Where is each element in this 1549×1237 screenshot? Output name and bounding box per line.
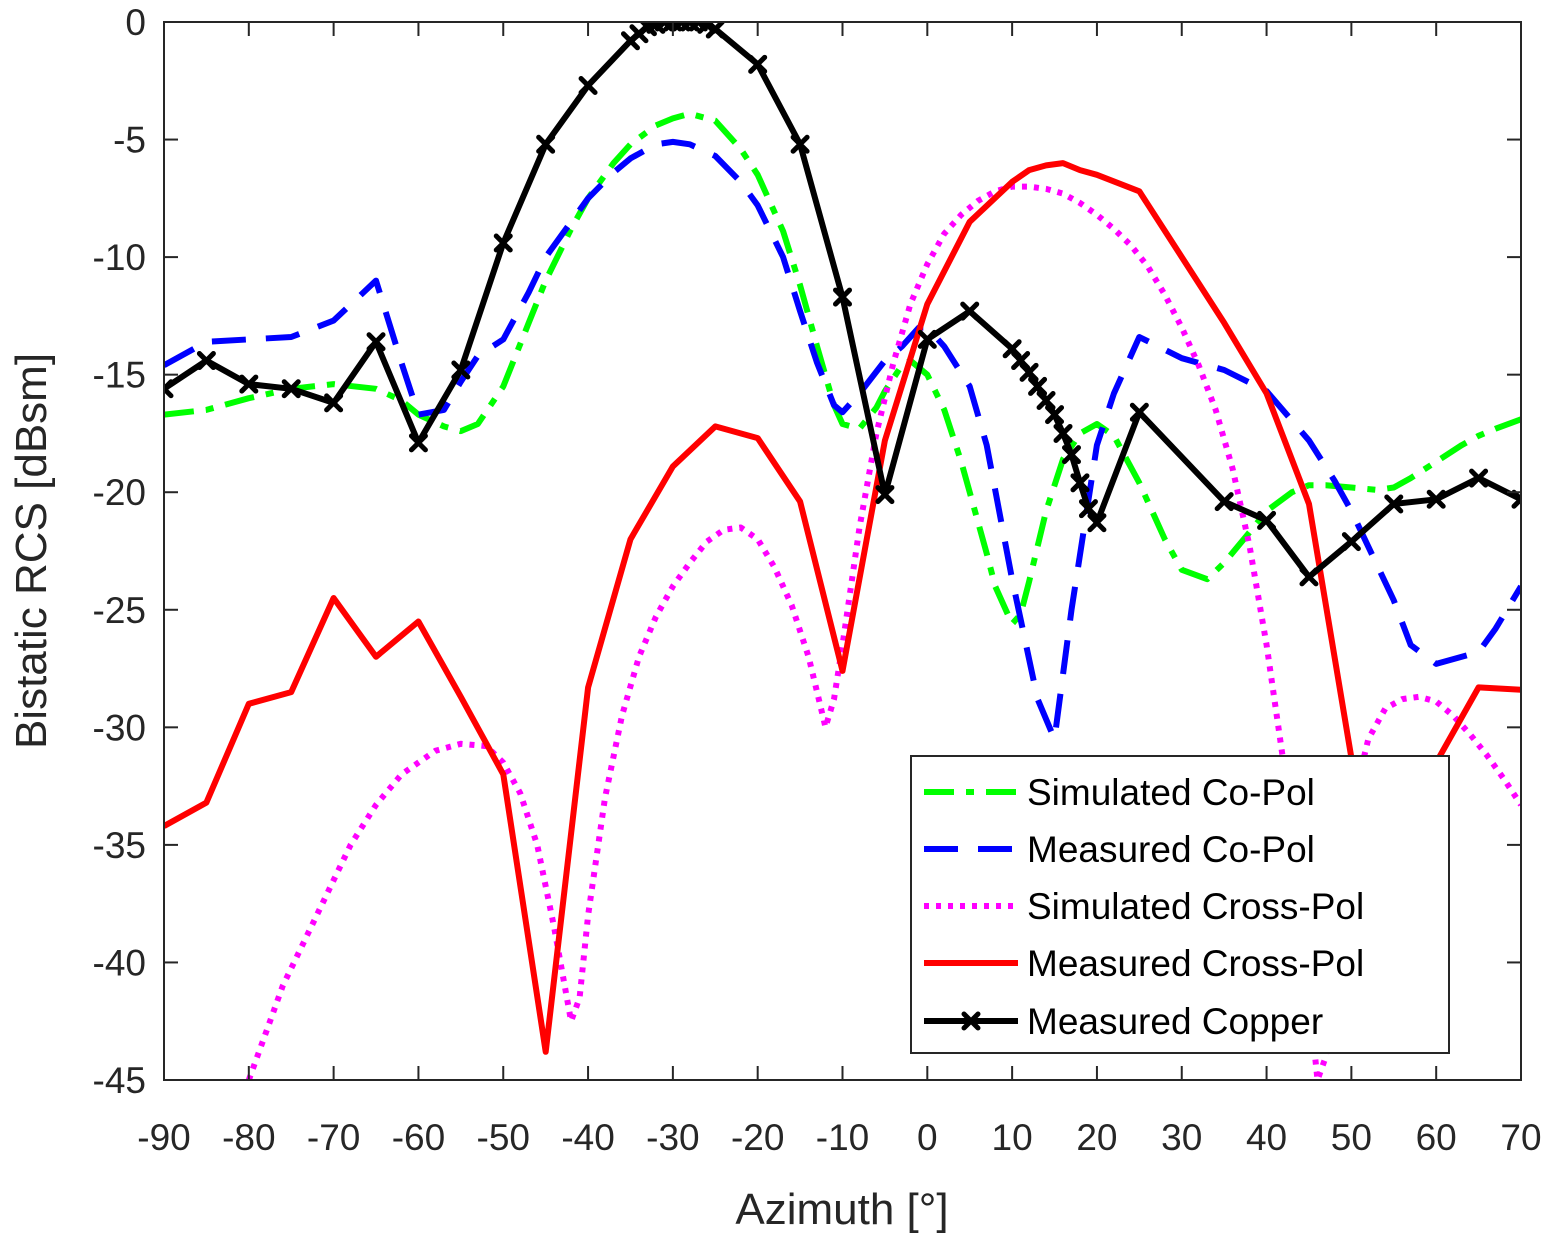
legend-label: Measured Co-Pol	[1027, 829, 1315, 870]
x-tick-label: 40	[1246, 1117, 1287, 1158]
data-point-marker	[705, 22, 725, 39]
legend: Simulated Co-Pol Measured Co-Pol Simulated…	[910, 755, 1450, 1054]
series-measured-copper	[164, 22, 1521, 587]
data-point-marker	[239, 374, 259, 394]
data-point-marker	[408, 433, 428, 453]
data-point-marker	[917, 329, 937, 349]
data-point-marker	[1257, 510, 1277, 530]
x-tick-label: 20	[1076, 1117, 1117, 1158]
data-point-marker	[451, 360, 471, 380]
x-tick-label: 0	[917, 1117, 938, 1158]
data-point-marker	[1511, 489, 1521, 509]
data-point-marker	[324, 393, 344, 413]
x-tick-label: -90	[137, 1117, 190, 1158]
x-tick-label: -80	[222, 1117, 275, 1158]
y-axis-label: Bistatic RCS [dBsm]	[7, 353, 56, 749]
x-tick-label: 60	[1416, 1117, 1457, 1158]
y-tick-label: -15	[93, 355, 146, 396]
data-point-marker	[164, 379, 174, 399]
data-point-marker	[196, 351, 216, 371]
x-tick-label: -70	[307, 1117, 360, 1158]
data-point-marker	[1426, 489, 1446, 509]
data-point-marker	[875, 485, 895, 505]
data-point-marker	[1036, 391, 1056, 411]
data-point-marker	[578, 75, 598, 95]
x-tick-label: -60	[392, 1117, 445, 1158]
legend-label: Simulated Co-Pol	[1027, 772, 1315, 813]
data-point-marker	[748, 54, 768, 74]
y-tick-label: 0	[125, 2, 146, 43]
data-point-marker	[790, 134, 810, 154]
data-point-marker	[1028, 376, 1048, 396]
x-tick-label: 70	[1500, 1117, 1541, 1158]
y-tick-label: -20	[93, 472, 146, 513]
x-tick-label: 30	[1161, 1117, 1202, 1158]
legend-label: Simulated Cross-Pol	[1027, 886, 1364, 927]
data-point-marker	[493, 233, 513, 253]
data-point-marker	[366, 332, 386, 352]
series-measured-co-pol	[164, 138, 1521, 743]
series-line-measured-copper	[164, 22, 1521, 580]
data-point-marker	[1384, 494, 1404, 514]
x-axis-label: Azimuth [°]	[735, 1185, 948, 1234]
x-tick-label: -30	[646, 1117, 699, 1158]
data-point-marker	[1078, 499, 1098, 519]
series-line-measured-cross-pol	[164, 160, 1521, 1055]
data-point-marker	[960, 301, 980, 321]
data-point-marker	[1019, 362, 1039, 382]
data-point-marker	[833, 287, 852, 307]
x-tick-label: 10	[992, 1117, 1033, 1158]
y-tick-label: -45	[93, 1060, 146, 1101]
data-point-marker	[536, 134, 556, 154]
y-tick-label: -10	[93, 237, 146, 278]
data-point-marker	[1045, 405, 1065, 425]
data-point-marker	[1299, 567, 1319, 587]
y-tick-label: -25	[93, 590, 146, 631]
data-point-marker	[281, 379, 301, 399]
y-tick-label: -5	[113, 120, 146, 161]
legend-label: Measured Copper	[1027, 1001, 1323, 1042]
legend-marker	[961, 1011, 981, 1031]
x-tick-label: -20	[731, 1117, 784, 1158]
data-point-marker	[1070, 473, 1090, 493]
x-tick-label: -10	[816, 1117, 869, 1158]
data-point-marker	[1129, 402, 1149, 422]
legend-label: Measured Cross-Pol	[1027, 943, 1364, 984]
data-point-marker	[1214, 492, 1234, 512]
data-point-marker	[1053, 423, 1073, 443]
series-measured-cross-pol	[164, 160, 1521, 1055]
data-point-marker	[1087, 513, 1107, 533]
x-tick-label: -40	[561, 1117, 614, 1158]
x-tick-label: 50	[1331, 1117, 1372, 1158]
data-point-marker	[1061, 445, 1081, 465]
y-tick-label: -35	[93, 825, 146, 866]
series-line-measured-co-pol	[164, 138, 1521, 743]
data-point-marker	[697, 22, 717, 34]
x-tick-label: -50	[477, 1117, 530, 1158]
data-point-marker	[1341, 532, 1361, 552]
y-tick-label: -30	[93, 707, 146, 748]
y-tick-label: -40	[93, 942, 146, 983]
data-point-marker	[1469, 468, 1489, 488]
